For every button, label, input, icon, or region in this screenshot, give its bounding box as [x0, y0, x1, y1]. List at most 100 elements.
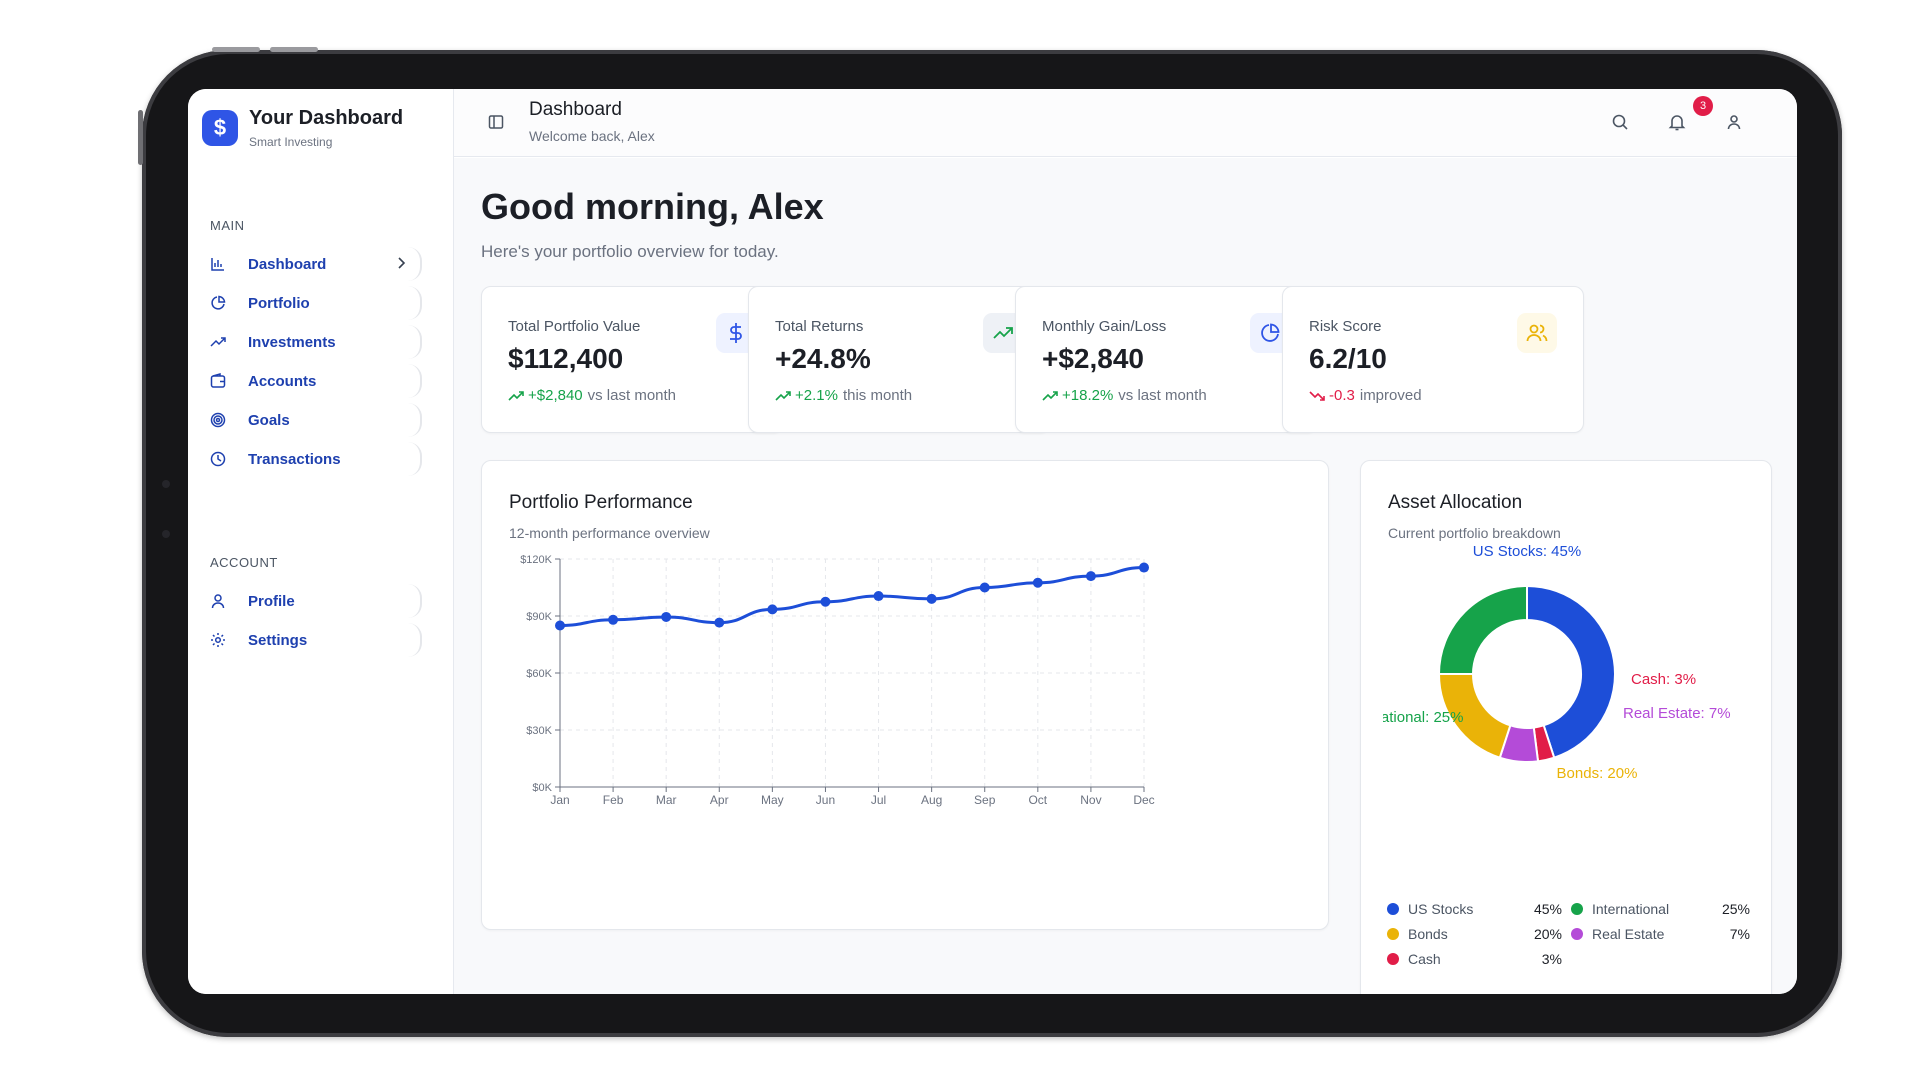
- legend-label: Cash: [1408, 951, 1441, 967]
- top-header: Dashboard Welcome back, Alex 3: [454, 89, 1797, 157]
- main-content: Good morning, Alex Here's your portfolio…: [454, 158, 1797, 994]
- x-tick-label: Sep: [974, 793, 996, 807]
- legend-swatch: [1571, 928, 1583, 940]
- donut-clip: US Stocks: 45% Cash: 3% Real Estate: 7% Bon…: [1383, 461, 1753, 881]
- bell-icon[interactable]: [1668, 113, 1686, 136]
- x-tick-label: Dec: [1133, 793, 1154, 807]
- data-point: [926, 593, 937, 604]
- stat-value: 6.2/10: [1309, 343, 1387, 374]
- wallet-icon: [210, 373, 226, 389]
- sidebar-item-portfolio[interactable]: Portfolio: [204, 286, 422, 320]
- stat-card-total-returns[interactable]: Total Returns +24.8% +2.1% this month: [748, 286, 1050, 433]
- greeting-subtitle: Here's your portfolio overview for today…: [481, 242, 779, 261]
- data-point: [873, 591, 884, 602]
- stat-change: -0.3 improved: [1309, 387, 1422, 404]
- stat-value: +24.8%: [775, 343, 871, 374]
- stat-change-amount: +2.1%: [795, 387, 838, 404]
- trending-down-icon: [1309, 390, 1325, 401]
- stat-change-note: vs last month: [587, 387, 677, 404]
- x-tick-label: Aug: [921, 793, 942, 807]
- stat-card-monthly-gain[interactable]: Monthly Gain/Loss +$2,840 +18.2% vs last…: [1015, 286, 1317, 433]
- account-nav: Profile Settings: [204, 584, 422, 662]
- app-screen: $ Your Dashboard Smart Investing MAIN Da…: [188, 89, 1797, 994]
- y-tick-label: $90K: [526, 611, 552, 623]
- stat-card-portfolio-value[interactable]: Total Portfolio Value $112,400 +$2,840 v…: [481, 286, 783, 433]
- stat-change-amount: -0.3: [1329, 387, 1355, 404]
- y-tick-label: $0K: [532, 782, 552, 794]
- page-title: Dashboard: [529, 99, 622, 120]
- legend-item: Cash 3%: [1387, 951, 1562, 967]
- sidebar-item-label: Investments: [248, 333, 336, 351]
- slice-label: Cash: 3%: [1631, 671, 1696, 688]
- stat-change-amount: +$2,840: [528, 387, 583, 404]
- user-icon[interactable]: [1725, 113, 1743, 136]
- sensor-dot: [162, 530, 170, 538]
- dollar-icon: $: [202, 110, 238, 146]
- search-icon[interactable]: [1611, 113, 1629, 136]
- stat-value: $112,400: [508, 343, 624, 374]
- sidebar-item-label: Settings: [248, 631, 308, 649]
- sidebar-item-label: Profile: [248, 592, 295, 610]
- chevron-right-icon: [396, 256, 406, 274]
- sidebar-item-accounts[interactable]: Accounts: [204, 364, 422, 398]
- sidebar: $ Your Dashboard Smart Investing MAIN Da…: [188, 89, 454, 994]
- data-point: [714, 617, 725, 628]
- bar-chart-icon: [210, 256, 226, 272]
- sidebar-item-transactions[interactable]: Transactions: [204, 442, 422, 476]
- stat-change-note: this month: [842, 387, 913, 404]
- data-point: [661, 611, 672, 622]
- legend-value: 25%: [1721, 901, 1750, 917]
- sidebar-item-goals[interactable]: Goals: [204, 403, 422, 437]
- notification-badge: 3: [1693, 96, 1713, 116]
- legend-item: International 25%: [1571, 901, 1750, 917]
- page-subtitle: Welcome back, Alex: [529, 128, 655, 144]
- stat-change-note: vs last month: [1118, 387, 1207, 404]
- x-tick-label: Jul: [871, 793, 886, 807]
- gear-icon: [210, 632, 226, 648]
- legend-label: US Stocks: [1408, 901, 1474, 917]
- x-tick-label: Oct: [1028, 793, 1047, 807]
- data-point: [979, 582, 990, 593]
- sidebar-item-dashboard[interactable]: Dashboard: [204, 247, 422, 281]
- brand[interactable]: $ Your Dashboard Smart Investing: [202, 107, 403, 149]
- sidebar-item-label: Transactions: [248, 450, 341, 468]
- donut-slice: [1437, 584, 1528, 675]
- legend-value: 45%: [1533, 901, 1562, 917]
- line-chart[interactable]: $0K $30K $60K $90K $120K Jan Feb Mar Apr May Jun Ju…: [482, 461, 1330, 931]
- asset-allocation-card: Asset Allocation Current portfolio break…: [1360, 460, 1772, 994]
- x-tick-label: Mar: [656, 793, 677, 807]
- stat-change: +2.1% this month: [775, 387, 912, 404]
- legend-item: Real Estate 7%: [1571, 926, 1750, 942]
- slice-label: US Stocks: 45%: [1473, 543, 1581, 560]
- users-icon: [1517, 313, 1557, 353]
- x-tick-label: Apr: [710, 793, 729, 807]
- sidebar-item-investments[interactable]: Investments: [204, 325, 422, 359]
- clock-icon: [210, 451, 226, 467]
- data-point: [820, 596, 831, 607]
- donut-chart[interactable]: US Stocks: 45% Cash: 3% Real Estate: 7% Bon…: [1383, 461, 1731, 881]
- card-subtitle: Current portfolio breakdown: [1388, 525, 1561, 541]
- sidebar-item-profile[interactable]: Profile: [204, 584, 422, 618]
- legend-item: Bonds 20%: [1387, 926, 1562, 942]
- portfolio-performance-card: Portfolio Performance 12-month performan…: [481, 460, 1329, 930]
- sidebar-item-label: Dashboard: [248, 255, 327, 273]
- stat-change: +18.2% vs last month: [1042, 387, 1207, 404]
- sidebar-item-settings[interactable]: Settings: [204, 623, 422, 657]
- slice-label: Bonds: 20%: [1557, 765, 1638, 782]
- data-point: [555, 620, 565, 631]
- x-tick-label: May: [761, 793, 784, 807]
- sidebar-item-label: Accounts: [248, 372, 317, 390]
- data-point: [767, 604, 778, 615]
- hardware-button: [212, 47, 260, 52]
- stat-label: Total Portfolio Value: [508, 318, 641, 335]
- target-icon: [210, 412, 226, 428]
- x-tick-label: Feb: [603, 793, 624, 807]
- stat-card-risk-score[interactable]: Risk Score 6.2/10 -0.3 improved: [1282, 286, 1584, 433]
- card-title: Asset Allocation: [1388, 492, 1523, 513]
- trending-up-icon: [210, 334, 226, 350]
- legend-value: 7%: [1729, 926, 1750, 942]
- donut-slice: [1526, 584, 1616, 759]
- sidebar-toggle-icon[interactable]: [488, 114, 504, 135]
- legend-label: Real Estate: [1592, 926, 1665, 942]
- y-tick-label: $30K: [526, 725, 552, 737]
